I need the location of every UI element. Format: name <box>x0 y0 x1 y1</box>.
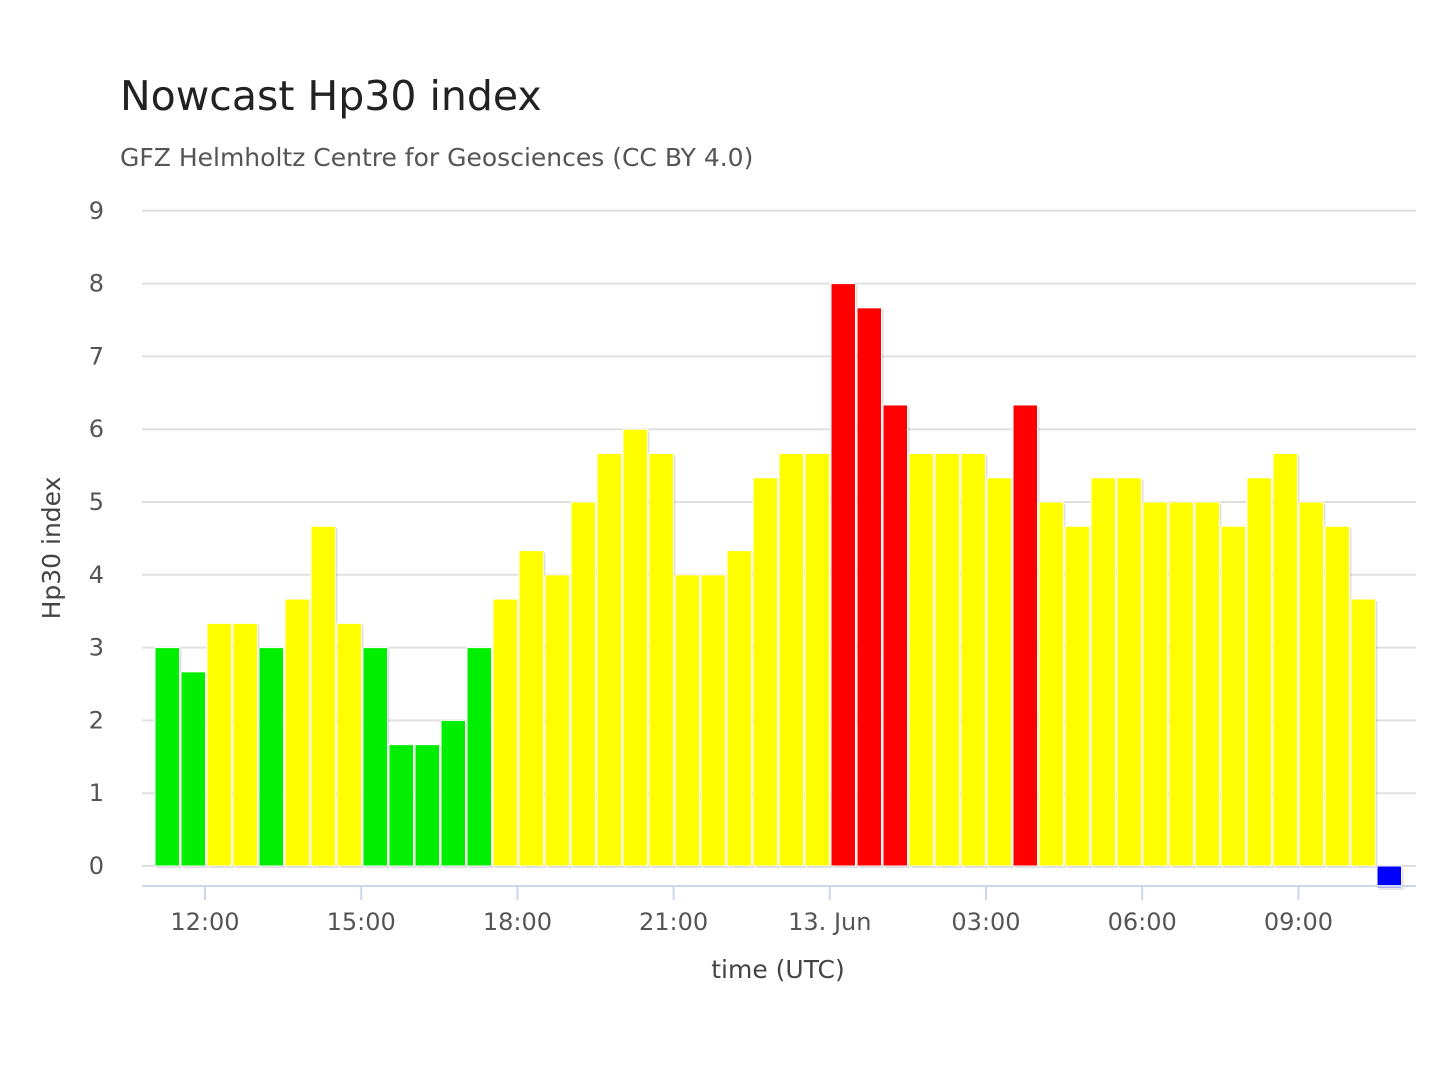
bar[interactable] <box>700 574 726 867</box>
bar[interactable] <box>492 598 518 867</box>
bar[interactable] <box>1376 865 1402 889</box>
bar[interactable] <box>1090 477 1116 867</box>
bar[interactable] <box>544 574 570 867</box>
bar[interactable] <box>960 452 986 867</box>
bar[interactable] <box>154 647 180 867</box>
x-tick-label: 21:00 <box>639 908 708 936</box>
x-tick-label: 18:00 <box>483 908 552 936</box>
y-tick-label: 2 <box>89 706 104 734</box>
bar[interactable] <box>1142 501 1168 867</box>
bar[interactable] <box>310 525 336 867</box>
bar[interactable] <box>908 452 934 867</box>
axes: 0 1 2 3 4 5 6 7 8 9 12:00 15:00 18:00 21:00 13. Jun 03:… <box>89 197 1416 936</box>
bar[interactable] <box>1298 501 1324 867</box>
x-tick-label: 09:00 <box>1264 908 1333 936</box>
bar[interactable] <box>1220 525 1246 867</box>
y-tick-label: 9 <box>89 197 104 225</box>
bar[interactable] <box>1038 501 1064 867</box>
bar[interactable] <box>804 452 830 867</box>
bar[interactable] <box>1272 452 1298 867</box>
x-tick-label: 15:00 <box>327 908 396 936</box>
x-tick-label: 13. Jun <box>788 908 871 936</box>
bar[interactable] <box>518 550 544 867</box>
x-tick-label: 03:00 <box>951 908 1020 936</box>
bar[interactable] <box>284 598 310 867</box>
y-tick-label: 7 <box>89 342 104 370</box>
bar[interactable] <box>440 719 466 867</box>
y-tick-label: 8 <box>89 270 104 298</box>
bar[interactable] <box>1350 598 1376 867</box>
bar[interactable] <box>180 671 206 867</box>
y-tick-label: 5 <box>89 488 104 516</box>
bar[interactable] <box>596 452 622 867</box>
bar[interactable] <box>388 744 414 867</box>
bar[interactable] <box>1168 501 1194 867</box>
bar[interactable] <box>778 452 804 867</box>
y-tick-label: 0 <box>89 852 104 880</box>
bar[interactable] <box>934 452 960 867</box>
y-axis-label: Hp30 index <box>37 477 66 620</box>
y-tick-label: 3 <box>89 634 104 662</box>
x-tick-label: 12:00 <box>170 908 239 936</box>
bar[interactable] <box>674 574 700 867</box>
y-tick-label: 1 <box>89 779 104 807</box>
bar[interactable] <box>726 550 752 867</box>
chart-subtitle: GFZ Helmholtz Centre for Geosciences (CC… <box>120 143 754 172</box>
bar[interactable] <box>1246 477 1272 867</box>
bar[interactable] <box>830 283 856 867</box>
bar[interactable] <box>856 307 882 867</box>
bar[interactable] <box>336 622 362 867</box>
bar[interactable] <box>986 477 1012 867</box>
y-tick-label: 4 <box>89 561 104 589</box>
x-axis-label: time (UTC) <box>711 955 845 984</box>
bar[interactable] <box>622 428 648 867</box>
bar[interactable] <box>1116 477 1142 867</box>
chart-title: Nowcast Hp30 index <box>120 72 542 120</box>
bar[interactable] <box>1012 404 1038 867</box>
bar[interactable] <box>206 622 232 867</box>
bar[interactable] <box>414 744 440 867</box>
bar[interactable] <box>258 647 284 867</box>
x-tick-label: 06:00 <box>1108 908 1177 936</box>
bar[interactable] <box>752 477 778 867</box>
bar[interactable] <box>1064 525 1090 867</box>
bars <box>154 283 1404 890</box>
y-tick-label: 6 <box>89 415 104 443</box>
bar[interactable] <box>882 404 908 867</box>
bar[interactable] <box>466 647 492 867</box>
bar[interactable] <box>362 647 388 867</box>
bar[interactable] <box>1324 525 1350 867</box>
bar[interactable] <box>232 622 258 867</box>
bar[interactable] <box>648 452 674 867</box>
bar[interactable] <box>570 501 596 867</box>
bar[interactable] <box>1194 501 1220 867</box>
